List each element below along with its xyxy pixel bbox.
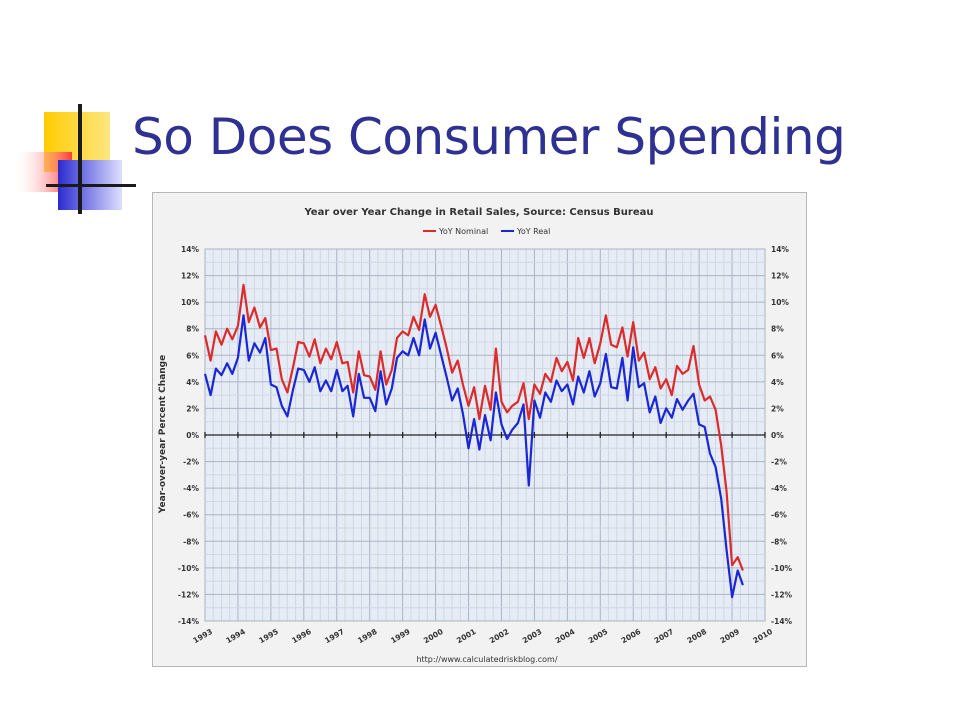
y-tick-label-left: -6% [183,511,199,520]
x-tick-label: 1993 [191,627,214,645]
legend-label-nominal: YoY Nominal [438,227,488,236]
x-tick-label: 2003 [521,627,544,645]
x-tick-label: 2004 [554,627,577,645]
y-tick-label-right: -4% [771,484,787,493]
y-tick-label-left: -12% [178,590,200,599]
x-tick-label: 1998 [356,627,379,645]
y-tick-label-left: 8% [186,325,199,334]
y-tick-label-right: -6% [771,511,787,520]
x-tick-label: 2008 [686,627,709,645]
decorative-squares [12,104,136,214]
x-tick-label: 2007 [653,627,676,645]
x-tick-label: 2006 [620,627,643,645]
y-tick-label-left: -8% [183,537,199,546]
y-tick-label-left: -2% [183,458,199,467]
source-url: http://www.calculatedriskblog.com/ [416,655,557,664]
x-tick-label: 1994 [224,627,247,645]
y-tick-label-left: 4% [186,378,199,387]
y-tick-label-right: -10% [771,564,793,573]
legend-label-real: YoY Real [516,227,550,236]
slide-title: So Does Consumer Spending [132,108,846,166]
x-tick-label: 2009 [718,627,741,645]
y-tick-label-left: -4% [183,484,199,493]
y-tick-label-right: -12% [771,590,793,599]
series-lines [203,283,744,599]
x-tick-label: 1999 [389,627,412,645]
x-tick-label: 1997 [323,627,346,645]
y-tick-label-right: -14% [771,617,793,626]
y-tick-label-left: 6% [186,351,199,360]
y-tick-label-right: 14% [771,245,789,254]
y-tick-label-left: 12% [181,272,199,281]
y-tick-label-right: -8% [771,537,787,546]
y-tick-label-left: -14% [178,617,200,626]
y-tick-label-left: 14% [181,245,199,254]
y-tick-label-right: 2% [771,404,784,413]
y-tick-label-right: 0% [771,431,784,440]
x-tick-label: 2000 [422,627,445,645]
chart-container: Year over Year Change in Retail Sales, S… [152,192,807,667]
series-line-yoy-real [203,314,744,599]
series-line-yoy-nominal [203,283,744,571]
y-tick-label-left: 0% [186,431,199,440]
x-tick-label: 2001 [455,627,478,645]
y-tick-label-left: 2% [186,404,199,413]
retail-sales-chart: Year over Year Change in Retail Sales, S… [158,207,793,664]
x-ticks: 1993 1994 1995 1996 1997 1998 1999 2000 2001 2002… [191,627,774,645]
x-tick-label: 2005 [587,627,610,645]
x-tick-label: 1996 [290,627,313,645]
y-tick-label-right: -2% [771,458,787,467]
zero-line [204,432,766,438]
y-tick-label-right: 12% [771,272,789,281]
y-axis-label: Year-over-year Percent Change [158,355,168,514]
y-tick-label-right: 6% [771,351,784,360]
y-ticks-right: 14% 12% 10% 8% 6% 4% 2% 0% -2% -4% -6% -8% -10% -12% -… [771,245,793,626]
x-tick-label: 1995 [257,627,280,645]
chart-title: Year over Year Change in Retail Sales, S… [303,207,653,218]
x-tick-label: 2002 [488,627,511,645]
y-tick-label-left: 10% [181,298,199,307]
x-tick-label: 2010 [751,627,774,645]
y-tick-label-left: -10% [178,564,200,573]
y-tick-label-right: 4% [771,378,784,387]
y-tick-label-right: 10% [771,298,789,307]
y-ticks-left: 14% 12% 10% 8% 6% 4% 2% 0% -2% -4% -6% -8% -10% -12% -… [178,245,200,626]
y-tick-label-right: 8% [771,325,784,334]
legend: YoY Nominal YoY Real [423,227,550,236]
